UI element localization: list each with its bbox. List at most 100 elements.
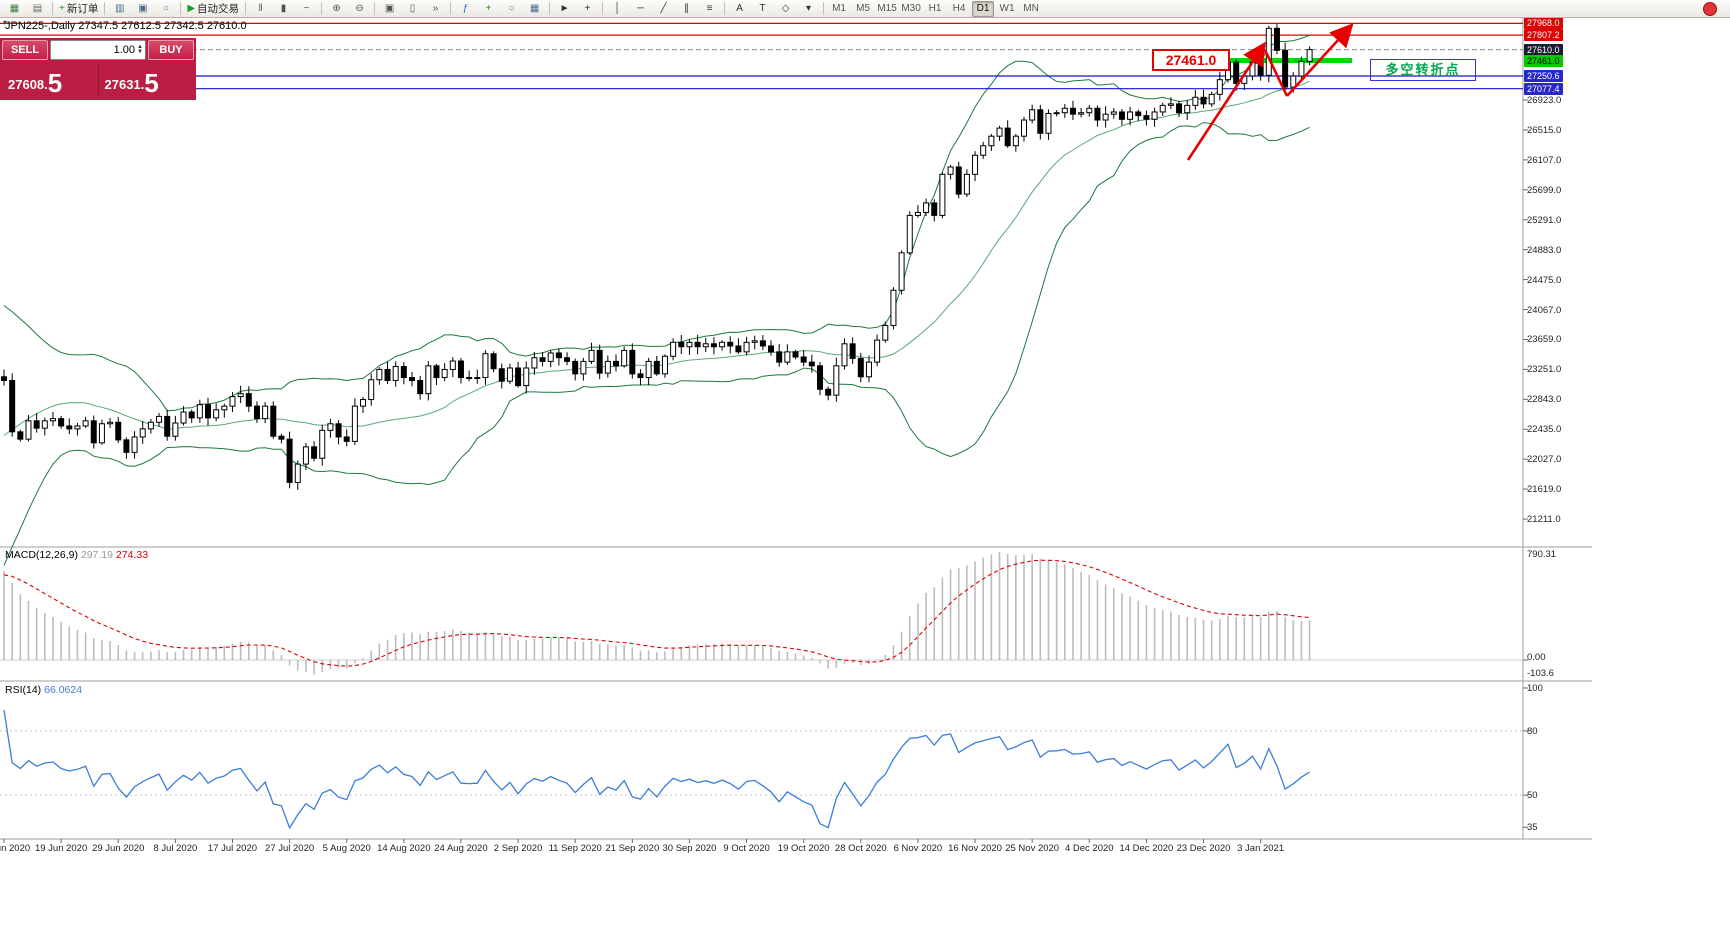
date-axis-label: 2 Sep 2020 [493, 843, 543, 854]
bar-chart-button[interactable]: ‖ [249, 0, 272, 17]
toolbar-separator [450, 2, 452, 15]
timeframe-h4-button[interactable]: H4 [952, 3, 966, 14]
text-button[interactable]: A [728, 0, 751, 17]
buy-button[interactable]: BUY [148, 40, 194, 60]
timeframe-h1-button[interactable]: H1 [928, 3, 942, 14]
candlestick-button[interactable]: ▮ [272, 0, 295, 17]
volume-down-icon[interactable]: ▼ [137, 49, 143, 55]
volume-value[interactable]: 1.00 [113, 44, 136, 56]
zoom-in-button-icon: ⊕ [332, 3, 341, 14]
volume-input[interactable]: 1.00 ▲ ▼ [50, 40, 146, 60]
text-button-icon: A [736, 3, 743, 14]
terminal-button[interactable]: ○ [154, 0, 177, 17]
trendline-button[interactable]: ╱ [652, 0, 675, 17]
price-axis-label: 25699.0 [1527, 184, 1562, 196]
templates-button[interactable]: ▦ [523, 0, 546, 17]
timeframe-m15-button[interactable]: M15 [877, 3, 897, 14]
timeframe-w1-button[interactable]: W1 [999, 3, 1015, 14]
periods-button[interactable]: ○ [500, 0, 523, 17]
new-order-button-label: 新订单 [66, 3, 99, 15]
market-watch-button[interactable]: ▥ [108, 0, 131, 17]
timeframe-m5-button[interactable]: M5 [856, 3, 870, 14]
one-click-trade-panel: SELL 1.00 ▲ ▼ BUY 27608. 5 27631. 5 [0, 38, 196, 100]
community-icon[interactable] [1703, 1, 1717, 16]
fibonacci-button[interactable]: ≡ [698, 0, 721, 17]
navigator-button[interactable]: ▣ [131, 0, 154, 17]
new-chart-button[interactable]: ▦ [3, 0, 26, 17]
candlestick-button-icon: ▮ [280, 3, 287, 14]
toolbar-separator [724, 2, 726, 15]
crosshair-button-icon: + [584, 3, 591, 14]
label-button[interactable]: T [751, 0, 774, 17]
price-divider [97, 64, 99, 94]
profiles-button[interactable]: ▤ [26, 0, 49, 17]
timeframe-m1-button[interactable]: M1 [832, 3, 846, 14]
toolbar-separator [374, 2, 376, 15]
horizontal-line-button[interactable]: ─ [629, 0, 652, 17]
terminal-button-icon: ○ [162, 3, 169, 14]
zoom-in-button[interactable]: ⊕ [325, 0, 348, 17]
shapes-dropdown[interactable]: ▾ [797, 0, 820, 17]
date-axis-label: 23 Dec 2020 [1176, 843, 1231, 854]
add-indicator-button[interactable]: + [477, 0, 500, 17]
date-axis-label: 9 Oct 2020 [723, 843, 770, 854]
price-level-chip: 27250.6 [1524, 69, 1563, 82]
timeframe-mn-button[interactable]: MN [1023, 3, 1039, 14]
shapes-button[interactable]: ◇ [774, 0, 797, 17]
bar-chart-button-icon: ‖ [258, 3, 263, 14]
volume-spinner[interactable]: ▲ ▼ [137, 44, 143, 55]
vertical-line-button[interactable]: │ [606, 0, 629, 17]
profiles-button-icon: ▤ [32, 3, 43, 14]
sell-price-big-digit: 5 [47, 68, 63, 98]
macd-axis-label: -103.6 [1527, 668, 1554, 679]
one-click-collapse-icon[interactable]: ▾ [3, 18, 8, 27]
price-level-chip: 27610.0 [1524, 43, 1563, 56]
shapes-button-icon: ◇ [781, 3, 790, 14]
timeframe-d1-button[interactable]: D1 [972, 0, 995, 17]
volume-up-icon[interactable]: ▲ [137, 44, 143, 50]
price-level-chip: 27077.4 [1524, 82, 1563, 95]
arrange-windows-button[interactable]: ▯ [401, 0, 424, 17]
sell-price: 27608. 5 [2, 61, 98, 97]
channel-button[interactable]: ∥ [675, 0, 698, 17]
zoom-out-button[interactable]: ⊖ [348, 0, 371, 17]
price-level-chip: 27968.0 [1524, 17, 1563, 30]
toolbar-separator [549, 2, 551, 15]
date-axis-label: 16 Nov 2020 [948, 843, 1002, 854]
line-chart-button[interactable]: ~ [295, 0, 318, 17]
date-axis-label: 29 Jun 2020 [92, 843, 145, 854]
fibonacci-button-icon: ≡ [706, 3, 713, 14]
auto-scroll-button-icon: » [432, 3, 439, 14]
date-axis-label: 27 Jul 2020 [265, 843, 315, 854]
date-axis-label: 24 Aug 2020 [434, 843, 488, 854]
label-button-icon: T [759, 3, 766, 14]
turning-point-label[interactable]: 多空转折点 [1370, 59, 1476, 81]
auto-trading-button[interactable]: ▶ 自动交易 [184, 0, 242, 17]
macd-indicator-label: MACD(12,26,9) 297.19 274.33 [5, 549, 148, 561]
indicators-button[interactable]: ƒ [454, 0, 477, 17]
price-level-chip: 27461.0 [1524, 54, 1563, 67]
tile-windows-button[interactable]: ▣ [378, 0, 401, 17]
zoom-out-button-icon: ⊖ [355, 3, 364, 14]
crosshair-button[interactable]: + [576, 0, 599, 17]
date-axis-label: 4 Dec 2020 [1064, 843, 1114, 854]
date-axis-label: 19 Jun 2020 [34, 843, 88, 854]
price-axis-label: 26515.0 [1527, 124, 1562, 136]
auto-scroll-button[interactable]: » [424, 0, 447, 17]
new-chart-button-icon: ▦ [9, 3, 20, 14]
cursor-button[interactable]: ► [553, 0, 576, 17]
chart-title: JPN225-,Daily 27347.5 27612.5 27342.5 27… [5, 20, 247, 32]
price-callout-label[interactable]: 27461.0 [1152, 49, 1230, 71]
buy-price-main: 27631. [104, 77, 145, 92]
date-axis-label: 17 Jul 2020 [207, 843, 258, 854]
date-axis-label: 28 Oct 2020 [834, 843, 887, 854]
auto-trading-button-icon: ▶ [187, 3, 196, 14]
new-order-button[interactable]: + 新订单 [56, 0, 101, 17]
rsi-indicator-label: RSI(14) 66.0624 [5, 684, 82, 696]
rsi-axis-label: 50 [1527, 790, 1538, 802]
cursor-button-icon: ► [559, 3, 570, 14]
sell-button[interactable]: SELL [2, 40, 48, 60]
timeframe-m30-button[interactable]: M30 [901, 3, 921, 14]
